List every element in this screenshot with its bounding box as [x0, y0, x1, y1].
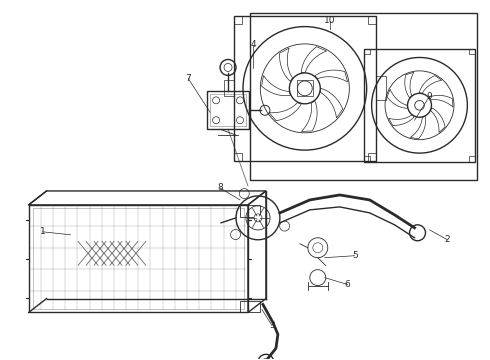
- Bar: [210, 94, 246, 126]
- Bar: [297, 80, 313, 96]
- Text: 2: 2: [444, 235, 450, 244]
- Text: 3: 3: [269, 321, 275, 330]
- Bar: [469, 49, 475, 54]
- Text: 9: 9: [427, 92, 432, 101]
- Text: 7: 7: [185, 74, 191, 83]
- Text: 4: 4: [250, 40, 256, 49]
- Bar: [364, 49, 475, 162]
- Bar: [234, 153, 242, 161]
- Circle shape: [254, 214, 262, 222]
- Bar: [368, 15, 376, 24]
- Bar: [234, 15, 376, 161]
- Text: 1: 1: [40, 227, 46, 236]
- Bar: [364, 49, 369, 54]
- Text: 8: 8: [217, 184, 223, 193]
- Bar: [234, 15, 242, 24]
- Bar: [376, 76, 386, 100]
- Text: 6: 6: [345, 280, 350, 289]
- Bar: [364, 156, 369, 162]
- Bar: [33, 208, 244, 310]
- Bar: [240, 205, 260, 217]
- Text: 10: 10: [324, 16, 336, 25]
- Bar: [224, 80, 234, 96]
- Bar: [368, 153, 376, 161]
- Bar: [250, 13, 477, 180]
- Bar: [469, 156, 475, 162]
- Bar: [240, 301, 260, 312]
- Circle shape: [415, 100, 424, 110]
- Circle shape: [297, 81, 312, 96]
- Bar: [207, 91, 249, 129]
- Text: 5: 5: [352, 251, 358, 260]
